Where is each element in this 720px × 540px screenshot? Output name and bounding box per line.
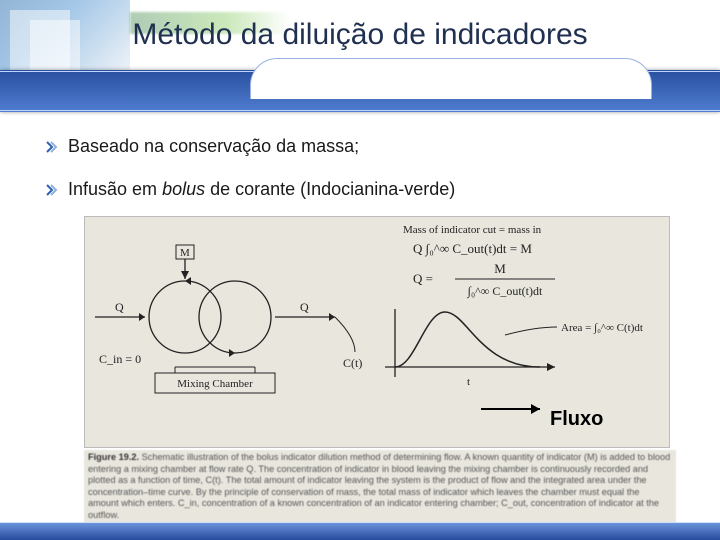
chevron-icon: [46, 141, 58, 153]
chevron-icon: [46, 184, 58, 196]
fig-t: t: [467, 376, 470, 388]
fluxo-label: Fluxo: [550, 408, 603, 431]
bullet-list: Baseado na conservação da massa; Infusão…: [46, 136, 690, 222]
fig-mixing: Mixing Chamber: [177, 378, 253, 390]
bullet-item: Baseado na conservação da massa;: [46, 136, 690, 157]
slide: Método da diluição de indicadores Basead…: [0, 0, 720, 540]
bottom-bar: [0, 522, 720, 540]
caption-lead: Figure 19.2.: [88, 452, 139, 462]
fig-q-out: Q: [300, 300, 309, 314]
fig-ct: C(t): [343, 356, 362, 370]
title-bar-cap: [250, 58, 652, 85]
bullet-text: Baseado na conservação da massa;: [68, 136, 359, 157]
bullet-text: Infusão em bolus de corante (Indocianina…: [68, 179, 455, 200]
text-italic: bolus: [162, 179, 205, 199]
fig-M: M: [180, 247, 190, 259]
fig-q-in: Q: [115, 300, 124, 314]
fig-eq1: Q ∫₀^∞ C_out(t)dt = M: [413, 241, 532, 257]
fig-area-label: Area = ∫₀^∞ C(t)dt: [561, 322, 643, 334]
fig-eq2-left: Q =: [413, 271, 433, 286]
text-post: de corante (Indocianina-verde): [205, 179, 455, 199]
fig-eq2-den: ∫₀^∞ C_out(t)dt: [467, 284, 543, 298]
figure-caption: Figure 19.2. Schematic illustration of t…: [84, 450, 676, 529]
fig-top-label: Mass of indicator cut = mass in: [403, 224, 542, 236]
bullet-item: Infusão em bolus de corante (Indocianina…: [46, 179, 690, 200]
fig-eq2-num: M: [494, 261, 506, 276]
fig-cin: C_in = 0: [99, 352, 141, 366]
caption-body: Schematic illustration of the bolus indi…: [88, 452, 670, 520]
slide-title: Método da diluição de indicadores: [0, 18, 720, 52]
text-pre: Infusão em: [68, 179, 162, 199]
